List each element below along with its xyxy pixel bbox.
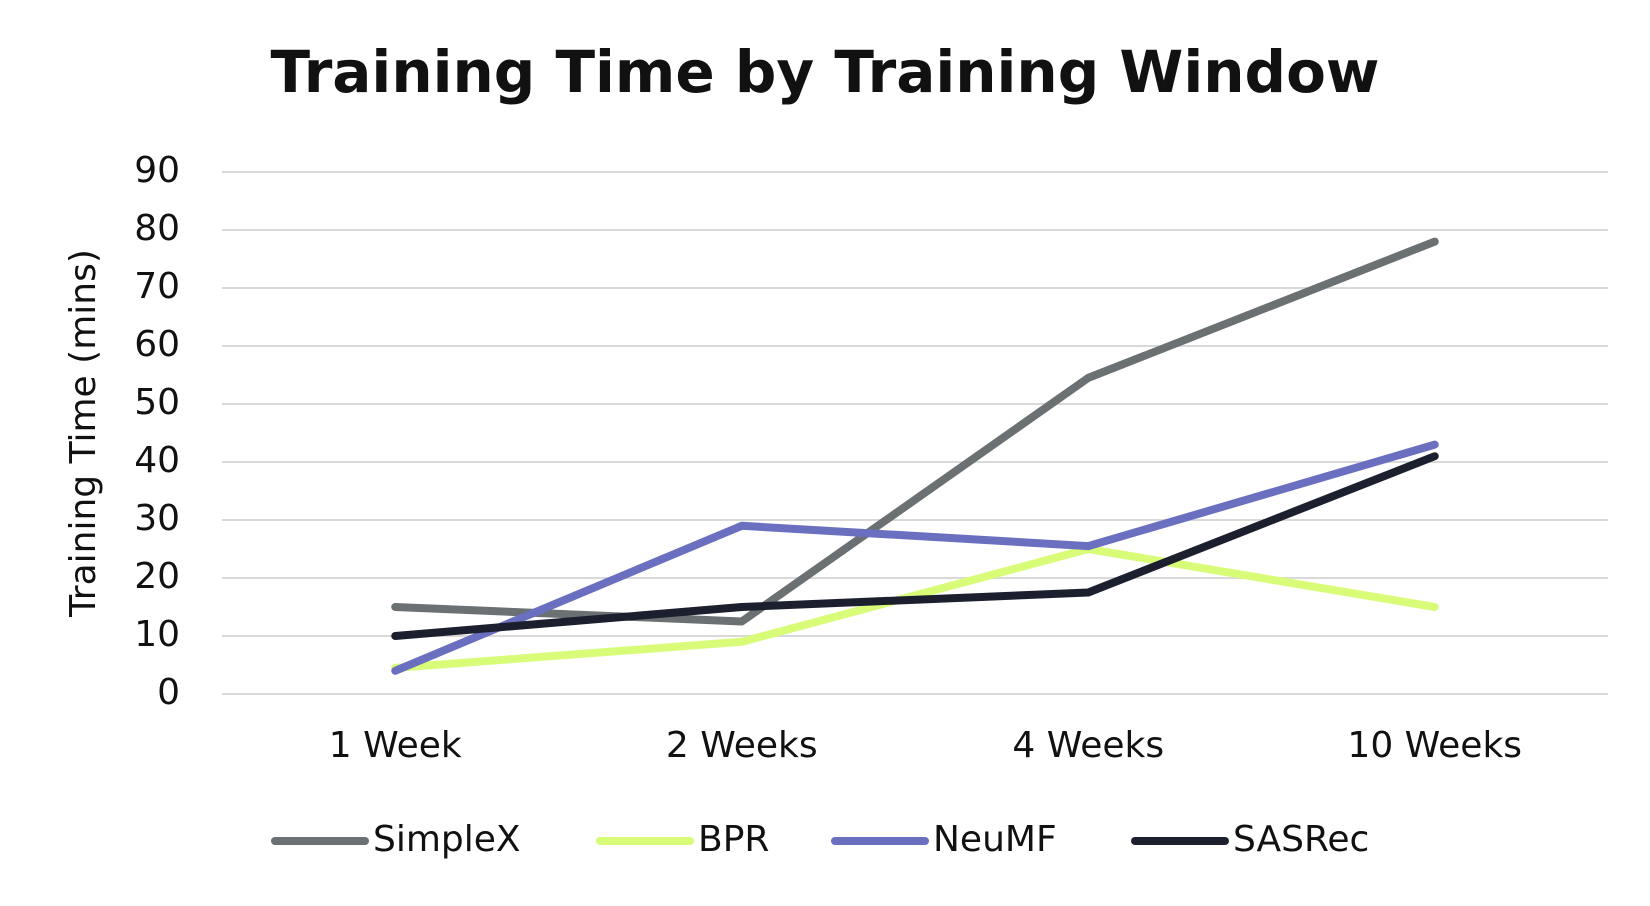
legend-label: NeuMF (933, 819, 1057, 860)
legend-item: BPR (596, 819, 769, 860)
y-tick-label: 50 (134, 382, 180, 423)
y-tick-label: 30 (134, 498, 180, 539)
x-tick-label: 2 Weeks (666, 725, 818, 766)
series-line (391, 545, 1439, 672)
y-tick-label: 10 (134, 614, 180, 655)
series-line (391, 440, 1439, 675)
y-axis-label: Training Time (mins) (63, 249, 104, 618)
legend-label: SASRec (1233, 819, 1369, 860)
series-line (391, 452, 1439, 640)
legend-label: SimpleX (373, 819, 521, 860)
y-tick-label: 60 (134, 324, 180, 365)
chart-title: Training Time by Training Window (271, 38, 1380, 106)
y-tick-label: 90 (134, 150, 180, 191)
y-tick-label: 40 (134, 440, 180, 481)
y-tick-label: 70 (134, 266, 180, 307)
y-tick-label: 80 (134, 208, 180, 249)
legend-label: BPR (698, 819, 769, 860)
legend-item: NeuMF (831, 819, 1057, 860)
x-tick-label: 1 Week (329, 725, 462, 766)
x-tick-label: 10 Weeks (1347, 725, 1522, 766)
x-tick-label: 4 Weeks (1012, 725, 1164, 766)
series-line (391, 237, 1439, 626)
legend-item: SASRec (1131, 819, 1369, 860)
legend-item: SimpleX (271, 819, 521, 860)
y-tick-label: 0 (157, 672, 180, 713)
y-tick-label: 20 (134, 556, 180, 597)
